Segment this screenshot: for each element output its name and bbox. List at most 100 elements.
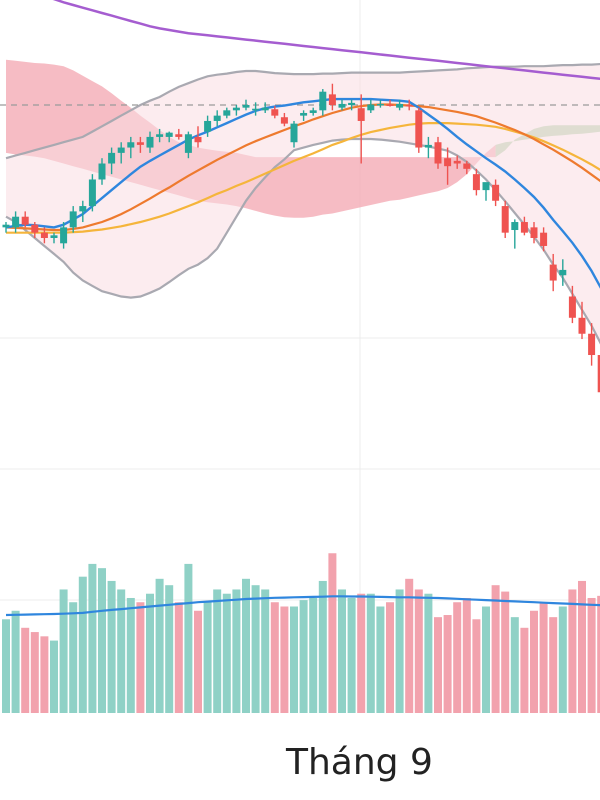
volume-bar [194,610,202,713]
candle [223,107,231,119]
candle-body [492,184,500,201]
volume-bar [270,602,279,713]
volume-bar [501,591,510,713]
candle [280,112,288,127]
candle [50,232,58,244]
candle [376,99,384,108]
candle [184,131,192,159]
candle-body [415,110,423,148]
ma-fast-line [5,97,600,289]
volume-bar [98,568,106,713]
candle [88,174,96,212]
candle [271,106,279,119]
candle-body [213,115,221,121]
volume-bar [347,597,356,713]
candle [300,110,308,121]
candle-body [204,120,212,132]
candle-body [348,102,356,105]
volume-ma-line [5,595,600,617]
candle-body [463,163,471,169]
candle [261,102,269,113]
candle-body [280,117,288,124]
x-axis-month-label: Tháng 9 [286,742,433,783]
candle [578,301,586,340]
candle [127,136,135,159]
volume-bar [338,589,346,713]
candle-body [453,160,461,164]
volume-bar [434,617,442,713]
candle [69,206,77,233]
candle-body [175,134,183,137]
volume-bar [328,553,337,713]
volume-bar [107,580,116,713]
candle-body [50,235,58,238]
candle-body [242,105,250,108]
candle-body [588,333,596,356]
volume-bar [242,578,250,713]
volume-bar [174,602,183,713]
candle [309,107,317,116]
candle-body [117,147,125,153]
candle [597,355,600,393]
candle-body [300,112,308,116]
candle [79,200,87,223]
candle-body [79,206,87,212]
candle-body [21,216,29,225]
volume-bar [261,589,270,713]
volume-bar [290,606,298,713]
volume-bar [11,610,20,713]
candle-body [444,158,452,167]
volume-bar [462,597,471,713]
volume-bar [453,602,462,713]
candle [242,99,250,111]
candle [568,285,576,324]
volume-bar [88,563,97,713]
candle [424,136,432,159]
volume-bar [40,636,49,713]
candle-body [511,222,519,231]
candle [108,147,116,175]
candle [530,222,538,244]
ma-mid-line [5,103,600,232]
candle-body [261,107,269,111]
candle-body [328,94,336,105]
candle-body [376,103,384,106]
volume-bar [414,589,423,713]
volume-bar [482,606,490,713]
bollinger-lower-line [5,137,600,345]
candle [453,155,461,169]
candle [204,115,212,137]
volume-bar [184,563,193,713]
candle [21,211,29,228]
candle [232,105,240,116]
candle-body [165,132,173,137]
candle-body [223,110,231,116]
candle-body [386,104,394,106]
candle-body [578,317,586,334]
candle-body [549,264,557,281]
candle-body [568,296,576,318]
candle [146,131,154,153]
candle-body [127,142,135,148]
candle [444,147,452,185]
candle-body [12,216,20,228]
moving-averages [5,0,600,289]
candle [98,158,106,185]
candle-body [357,108,365,121]
volume-bar [78,576,87,713]
candle-body [146,136,154,148]
candle [12,211,20,233]
candle-body [194,136,202,143]
volume-bar [222,593,231,713]
candle-body [434,142,442,164]
candle-body [597,355,600,393]
candle [40,227,48,244]
volume-bar [357,593,366,713]
candle [175,128,183,140]
volume-bar [213,589,222,713]
candle [252,102,260,116]
volume-bar [568,589,577,713]
candle-body [252,108,260,111]
candle [319,89,327,116]
